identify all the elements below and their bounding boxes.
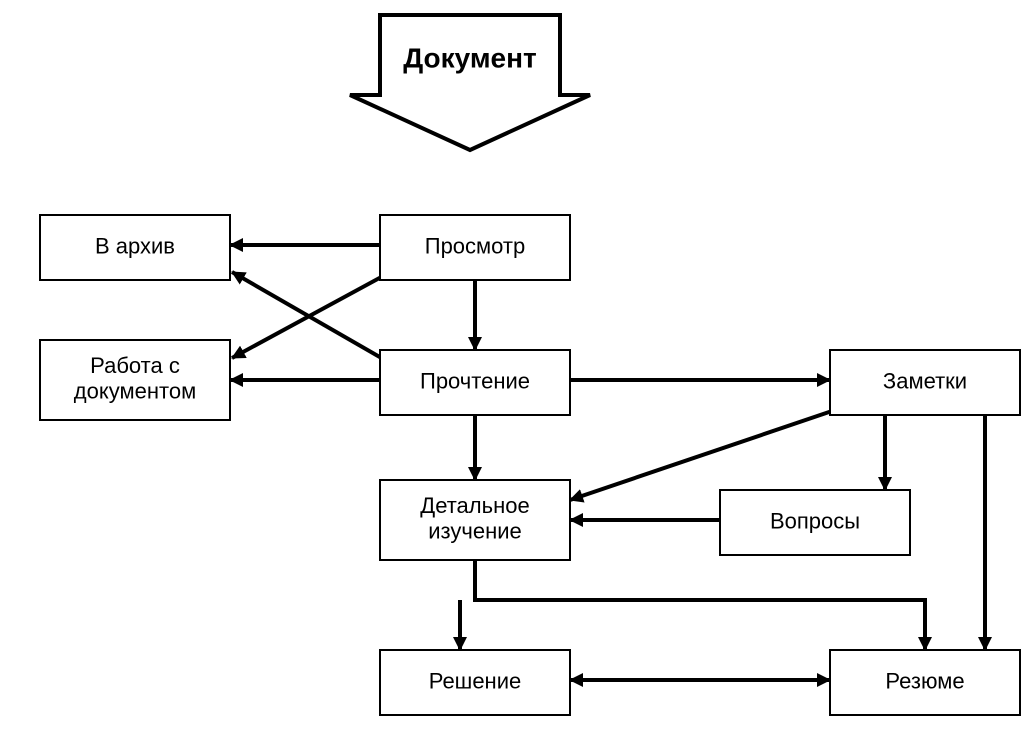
node-label-decision: Решение (429, 668, 522, 693)
node-label-workdoc-line1: документом (74, 378, 196, 403)
flowchart-diagram: Документ В архив Работа сдокументом Просмот… (0, 0, 1024, 748)
node-label-notes: Заметки (883, 368, 967, 393)
node-archive: В архив (40, 215, 230, 280)
node-label-view: Просмотр (425, 233, 525, 258)
edge-detail-resume_decision_bar (475, 560, 925, 650)
edge-notes-detail (570, 410, 835, 500)
node-label-detail-line1: изучение (428, 518, 522, 543)
node-read: Прочтение (380, 350, 570, 415)
node-questions: Вопросы (720, 490, 910, 555)
node-label-archive: В архив (95, 233, 175, 258)
node-label-resume: Резюме (885, 668, 964, 693)
node-resume: Резюме (830, 650, 1020, 715)
node-workdoc: Работа сдокументом (40, 340, 230, 420)
nodes-layer: В архив Работа сдокументом Просмотр Прочтен… (40, 215, 1020, 715)
node-notes: Заметки (830, 350, 1020, 415)
header-label: Документ (403, 42, 537, 73)
node-label-read: Прочтение (420, 368, 530, 393)
node-view: Просмотр (380, 215, 570, 280)
header-arrow (350, 15, 590, 150)
node-detail: Детальноеизучение (380, 480, 570, 560)
node-label-questions: Вопросы (770, 508, 860, 533)
node-decision: Решение (380, 650, 570, 715)
node-label-detail-line0: Детальное (420, 493, 529, 518)
edges-layer (230, 245, 985, 680)
node-label-workdoc-line0: Работа с (90, 353, 180, 378)
